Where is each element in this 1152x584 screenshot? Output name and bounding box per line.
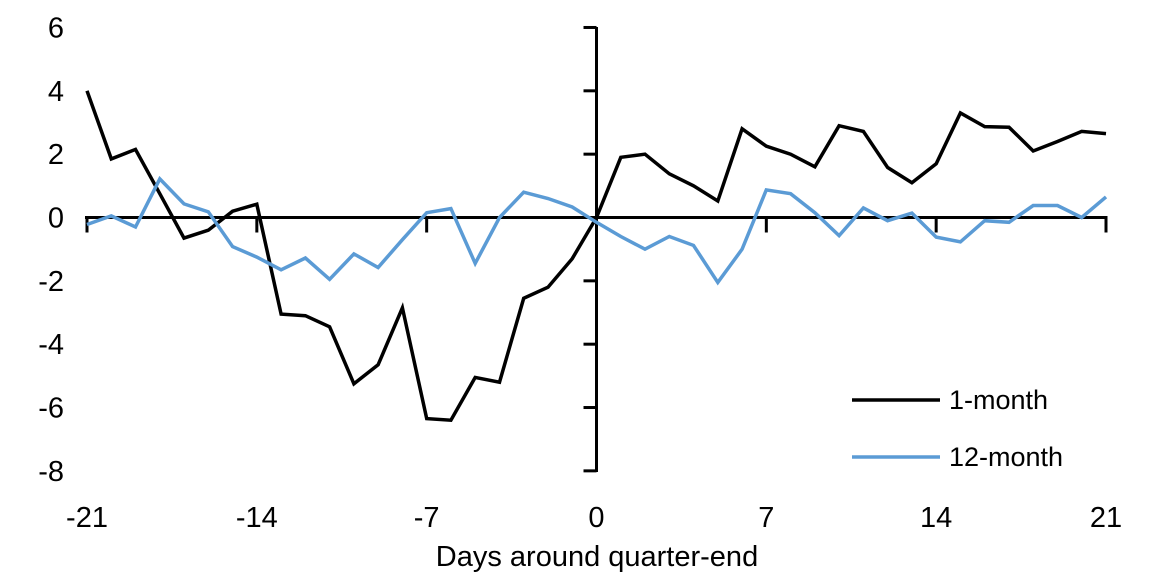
- legend-label-12-month: 12-month: [949, 442, 1063, 472]
- y-tick-label: 6: [48, 12, 64, 44]
- y-tick-label: -4: [38, 329, 64, 361]
- x-tick-label: 0: [588, 502, 604, 534]
- y-tick-label: -2: [38, 266, 64, 298]
- series-line-12-month: [86, 175, 1108, 286]
- y-tick-label: -8: [38, 456, 64, 488]
- series-lines: [85, 90, 1108, 423]
- x-tick-label: -21: [66, 502, 108, 534]
- x-tick-label: -7: [414, 502, 440, 534]
- y-tick-label: 0: [48, 203, 64, 235]
- x-tick-label: 21: [1090, 502, 1122, 534]
- y-tick-label: 2: [48, 139, 64, 171]
- y-tick-label: -6: [38, 393, 64, 425]
- x-tick-label: 7: [758, 502, 774, 534]
- y-tick-label: 4: [48, 76, 64, 108]
- x-tick-label: 14: [920, 502, 952, 534]
- legend-label-1-month: 1-month: [949, 385, 1048, 415]
- legend: 1-month 12-month: [852, 385, 1063, 472]
- x-axis-title: Days around quarter-end: [436, 541, 758, 573]
- axis-tick-labels: 6 4 2 0 -2 -4 -6 -8-21 -14 -7 0 7 14 21: [38, 12, 1122, 534]
- x-tick-label: -14: [236, 502, 278, 534]
- series-line-1-month: [85, 90, 1107, 423]
